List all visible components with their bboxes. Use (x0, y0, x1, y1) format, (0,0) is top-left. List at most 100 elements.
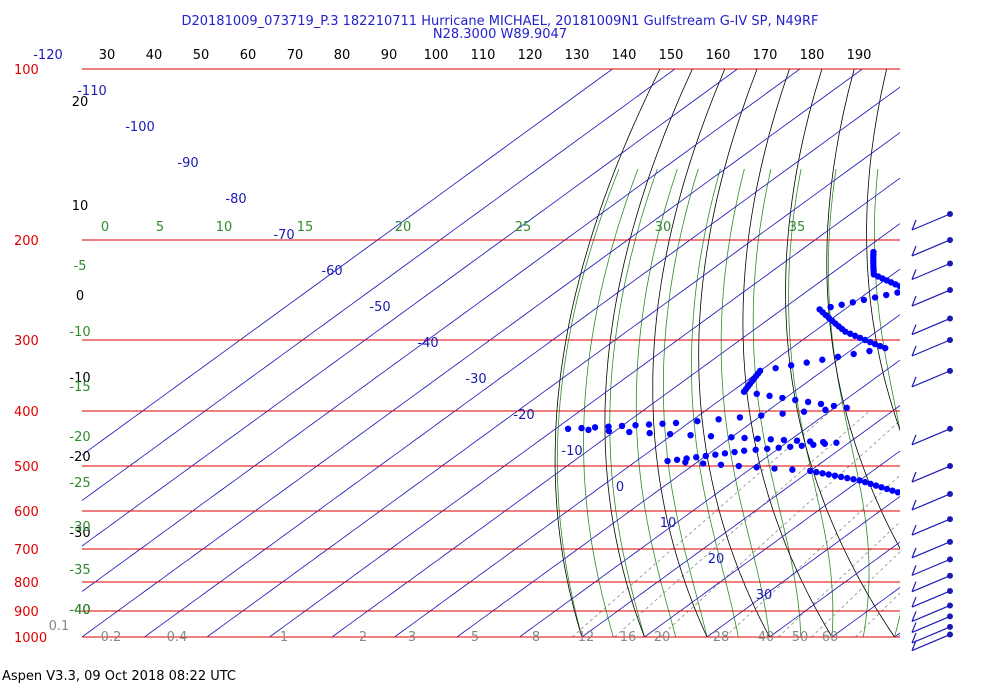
dewpoint-point (938, 548, 944, 554)
dewpoint-point (626, 428, 633, 436)
moist-adiabat-label: 30 (655, 220, 672, 235)
top-axis-label: 100 (424, 48, 449, 63)
temperature-point (983, 606, 989, 612)
moist-adiabat-label: -20 (69, 430, 90, 445)
dewpoint-point (938, 571, 944, 577)
temperature-point (984, 597, 990, 603)
dewpoint-point (825, 471, 832, 478)
top-axis-label: 150 (659, 48, 684, 63)
mixing-ratio-label: 16 (620, 630, 637, 645)
dewpoint-point (821, 440, 829, 447)
top-axis-label: 160 (706, 48, 731, 63)
temperature-point (983, 603, 989, 609)
dewpoint-point (810, 441, 817, 448)
dewpoint-point (958, 591, 964, 597)
dewpoint-point (973, 625, 979, 631)
temperature-point (983, 601, 989, 607)
mixing-ratio-line (659, 420, 900, 637)
pressure-label: 900 (14, 605, 39, 620)
dewpoint-point (946, 580, 952, 586)
dewpoint-point (952, 586, 958, 592)
wind-barb (911, 572, 953, 593)
dewpoint-point (585, 426, 592, 434)
moist-adiabat-line (635, 168, 678, 637)
dewpoint-point (942, 536, 948, 542)
dewpoint-point (860, 296, 868, 304)
dewpoint-point (975, 617, 981, 623)
isotherm-line (581, 405, 900, 637)
wind-barb (911, 631, 953, 652)
dewpoint-point (944, 529, 950, 535)
temperature-point (986, 618, 992, 624)
wind-barb (911, 287, 953, 307)
wind-barb (911, 315, 953, 336)
temperature-point (986, 571, 992, 577)
top-axis-label: 80 (334, 48, 351, 63)
dewpoint-point (819, 470, 826, 477)
dewpoint-point (849, 299, 856, 306)
dewpoint-point (937, 564, 943, 570)
top-axis-label: 170 (753, 48, 778, 63)
temperature-point (990, 546, 996, 552)
dry-adiabat-label: -40 (69, 603, 90, 618)
dewpoint-point (906, 287, 912, 293)
dewpoint-point (787, 362, 795, 369)
top-axis-label: 140 (612, 48, 637, 63)
dewpoint-point (936, 554, 942, 560)
mixing-ratio-line (724, 474, 900, 637)
dewpoint-point (934, 506, 940, 512)
temperature-point (986, 565, 992, 571)
dewpoint-point (645, 421, 653, 428)
mixing-ratio-line (614, 410, 870, 637)
mixing-ratio-line (936, 411, 1000, 637)
dewpoint-point (894, 489, 900, 496)
dewpoint-point (752, 446, 759, 453)
temperature-point (987, 623, 993, 629)
dry-adiabat-label: 20 (72, 95, 89, 110)
isotherm-label: -10 (561, 444, 582, 459)
moist-adiabat-line (720, 168, 770, 637)
temperature-point (984, 592, 990, 598)
dewpoint-point (666, 430, 674, 438)
dewpoint-point (972, 605, 978, 611)
isotherm-line (82, 69, 676, 501)
pressure-label: 800 (14, 576, 39, 591)
dewpoint-point (883, 485, 891, 493)
isotherm-label: 30 (756, 588, 773, 603)
wind-barb (911, 210, 953, 231)
dewpoint-point (787, 443, 794, 450)
dewpoint-point (789, 466, 796, 473)
dry-adiabat-line (698, 69, 770, 637)
dewpoint-point (867, 480, 874, 488)
mixing-ratio-label: 0.2 (101, 630, 122, 645)
dewpoint-point (753, 390, 760, 398)
dewpoint-point (938, 510, 944, 516)
dewpoint-point (942, 534, 948, 540)
dewpoint-point (843, 404, 851, 412)
dewpoint-point (717, 461, 725, 468)
dewpoint-point (940, 512, 946, 518)
dewpoint-point (753, 464, 760, 471)
isotherm-line (82, 69, 738, 547)
dewpoint-point (830, 402, 838, 410)
moist-adiabat-label: 10 (216, 220, 233, 235)
moist-adiabat-line (828, 168, 870, 637)
dewpoint-point (605, 427, 613, 435)
isotherm-label: -100 (125, 120, 155, 135)
temperature-point (984, 610, 990, 616)
pressure-label: 500 (14, 460, 39, 475)
temperature-point (986, 579, 992, 585)
dewpoint-point (946, 525, 952, 531)
dewpoint-point (878, 484, 885, 491)
dry-adiabat-label: -30 (69, 526, 90, 541)
mixing-ratio-label: 5 (471, 630, 479, 645)
top-axis-label: 30 (99, 48, 116, 63)
pressure-label: 700 (14, 543, 39, 558)
temperature-point (986, 577, 992, 583)
mixing-ratio-label: 50 (792, 630, 809, 645)
dewpoint-point (970, 601, 976, 607)
moist-adiabat-line (583, 168, 639, 637)
isotherm-line (331, 223, 900, 637)
top-axis-label: 110 (471, 48, 496, 63)
moist-adiabat-label: 5 (156, 220, 164, 235)
